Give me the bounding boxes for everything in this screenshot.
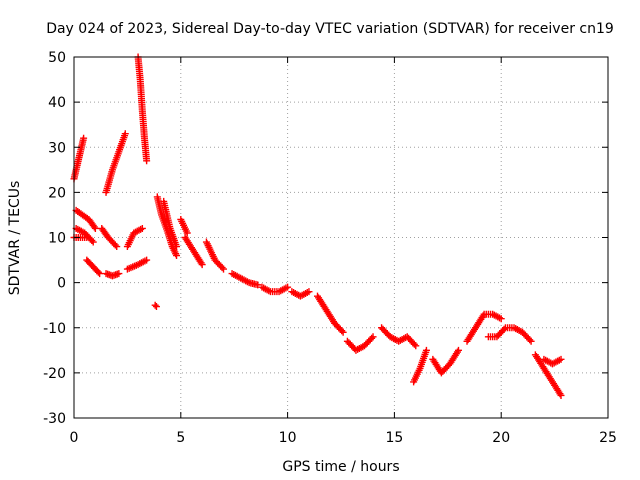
data-point — [96, 270, 104, 278]
series-s19 — [258, 283, 292, 296]
data-point — [220, 265, 228, 273]
series-s13 — [160, 197, 181, 251]
x-tick-label: 25 — [599, 430, 617, 446]
y-tick-label: -10 — [43, 321, 66, 337]
series-s29 — [540, 355, 565, 368]
data-point — [198, 261, 206, 269]
series-s21 — [314, 292, 347, 336]
series-s23 — [378, 324, 420, 350]
y-tick-label: -30 — [43, 411, 66, 427]
series-s1 — [70, 134, 88, 183]
series-s15 — [177, 215, 191, 237]
y-axis-label: SDTVAR / TECUs — [7, 181, 23, 296]
data-point — [526, 336, 534, 344]
series-s7 — [98, 224, 121, 251]
data-point — [557, 355, 565, 363]
chart-title: Day 024 of 2023, Sidereal Day-to-day VTE… — [46, 21, 614, 37]
y-tick-label: 40 — [48, 95, 66, 111]
y-tick-label: -20 — [43, 366, 66, 382]
grid-lines — [74, 57, 608, 418]
data-point — [143, 157, 151, 165]
series-s17 — [202, 238, 228, 273]
series-s9 — [123, 224, 146, 251]
axis-ticks: 0 5 10 15 20 25 50 40 30 20 10 0 -10 -20 -30 — [43, 50, 617, 446]
data-point — [151, 301, 159, 309]
series-s11 — [134, 53, 151, 165]
series-s4 — [70, 234, 91, 241]
data-point — [218, 264, 226, 272]
data-point — [369, 333, 377, 341]
x-axis-label: GPS time / hours — [282, 459, 399, 475]
data-point — [284, 283, 292, 291]
series-s25 — [429, 346, 462, 377]
data-point — [497, 315, 505, 323]
series-s2 — [72, 206, 99, 232]
data-point — [454, 346, 462, 354]
data-point — [111, 241, 119, 249]
series-s6 — [102, 130, 129, 196]
data-point — [88, 237, 96, 245]
data-point — [152, 303, 160, 311]
series-s10 — [123, 256, 151, 273]
series-s26 — [463, 310, 505, 345]
data-point — [173, 252, 181, 260]
data-point — [121, 130, 129, 138]
series-s5 — [83, 256, 104, 278]
series-s8 — [102, 270, 123, 280]
series-s12 — [153, 193, 181, 260]
series-s20 — [288, 288, 313, 300]
data-point — [113, 243, 121, 251]
data-point — [339, 328, 347, 336]
data-point — [338, 327, 346, 335]
data-point — [410, 340, 418, 348]
data-point — [412, 342, 420, 350]
y-tick-label: 20 — [48, 185, 66, 201]
data-point — [254, 281, 262, 289]
x-tick-label: 5 — [176, 430, 185, 446]
data-point — [91, 224, 99, 232]
data-point — [80, 134, 88, 142]
data-point — [305, 288, 313, 296]
data-point — [89, 238, 97, 246]
y-tick-label: 30 — [48, 140, 66, 156]
series-s18 — [228, 270, 262, 289]
data-point — [138, 224, 146, 232]
series-s16 — [181, 234, 206, 269]
data-point — [183, 229, 191, 237]
y-tick-label: 0 — [57, 276, 66, 292]
series-s22 — [343, 333, 377, 354]
series-s3 — [72, 224, 97, 246]
data-points — [70, 53, 565, 399]
data-point — [527, 337, 535, 345]
y-tick-label: 50 — [48, 50, 66, 66]
y-tick-label: 10 — [48, 231, 66, 247]
x-tick-label: 10 — [279, 430, 297, 446]
data-point — [173, 243, 181, 251]
x-tick-label: 20 — [492, 430, 510, 446]
data-point — [83, 234, 91, 241]
x-tick-label: 15 — [385, 430, 403, 446]
series-s24 — [410, 346, 430, 386]
data-point — [94, 268, 102, 276]
series-s28 — [531, 351, 565, 399]
data-point — [557, 391, 565, 399]
data-point — [90, 223, 98, 231]
x-tick-label: 0 — [70, 430, 79, 446]
data-point — [143, 256, 151, 264]
data-point — [422, 346, 430, 354]
data-point — [500, 325, 508, 333]
data-point — [368, 334, 376, 342]
series-s14 — [151, 301, 160, 311]
series-s27 — [484, 324, 535, 345]
data-point — [115, 270, 123, 278]
